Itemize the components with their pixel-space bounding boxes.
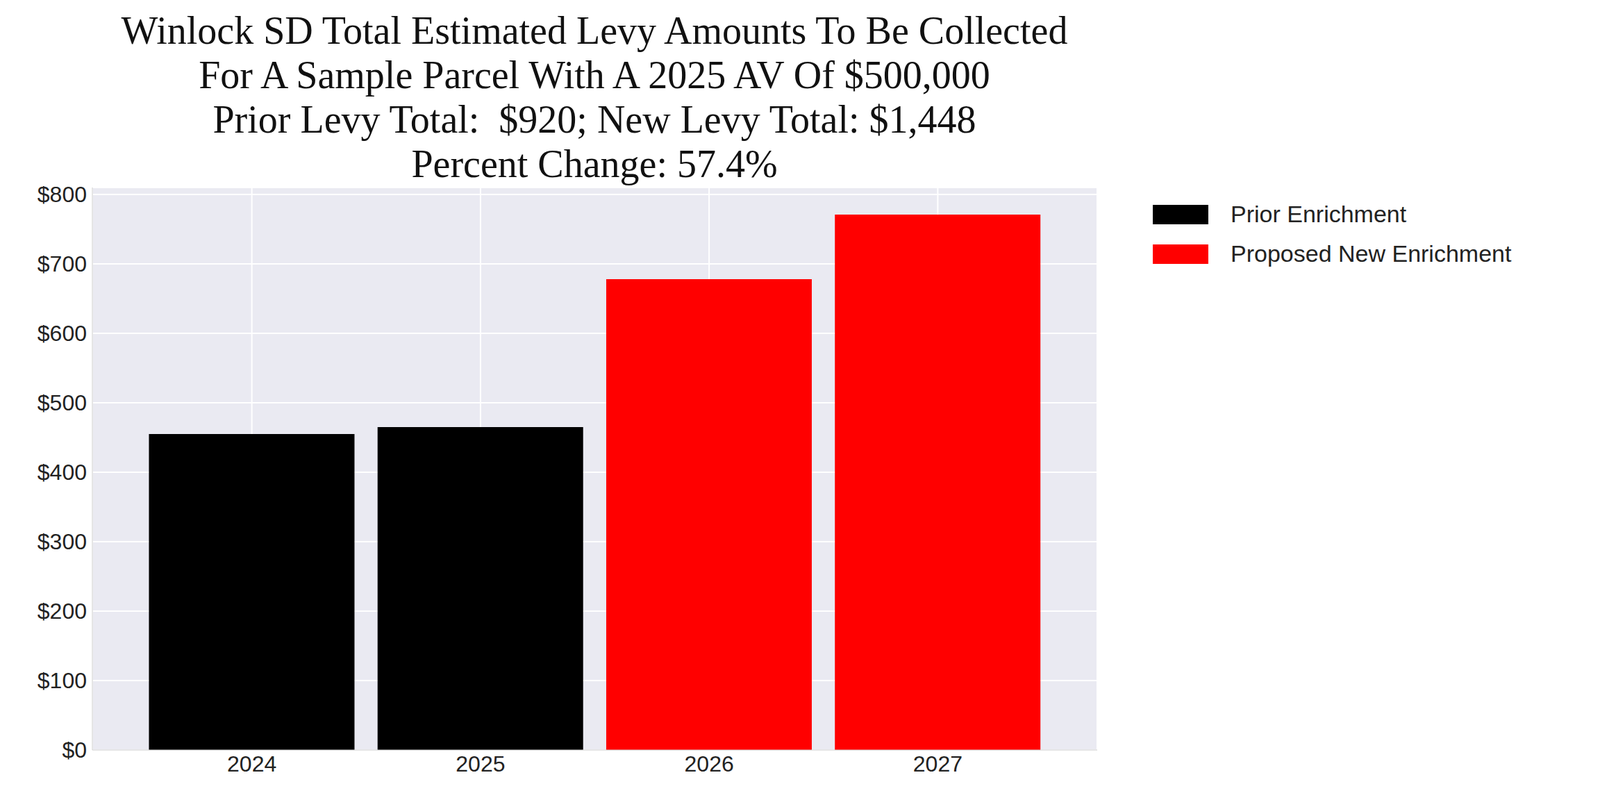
html-text:Percent Change: 57.4%: Percent Change: 57.4% — [411, 142, 778, 186]
svg-text:$100: $100 — [37, 668, 87, 694]
svg-text:$600: $600 — [37, 320, 87, 346]
svg-text:$200: $200 — [37, 598, 87, 624]
svg-text:$0: $0 — [61, 737, 87, 763]
svg-text:2024: 2024 — [227, 751, 277, 777]
svg-text:$400: $400 — [37, 459, 87, 485]
svg-text:2026: 2026 — [684, 751, 735, 777]
html-text:Prior Enrichment: Prior Enrichment — [1230, 200, 1407, 228]
svg-text:2027: 2027 — [913, 751, 963, 777]
html-text:Prior Levy Total: $920; New Le: Prior Levy Total: $920; New Levy Total: … — [212, 97, 977, 141]
svg-text:$500: $500 — [37, 390, 87, 416]
svg-text:$800: $800 — [37, 181, 87, 207]
svg-text:$300: $300 — [37, 529, 87, 555]
svg-text:$700: $700 — [37, 251, 87, 277]
html-text:Proposed New Enrichment: Proposed New Enrichment — [1230, 240, 1512, 267]
html-text:Winlock SD Total Estimated Lev: Winlock SD Total Estimated Levy Amounts … — [121, 9, 1068, 53]
html-text:For A Sample Parcel With A 202: For A Sample Parcel With A 2025 AV Of $5… — [198, 53, 991, 97]
svg-text:2025: 2025 — [455, 751, 505, 777]
